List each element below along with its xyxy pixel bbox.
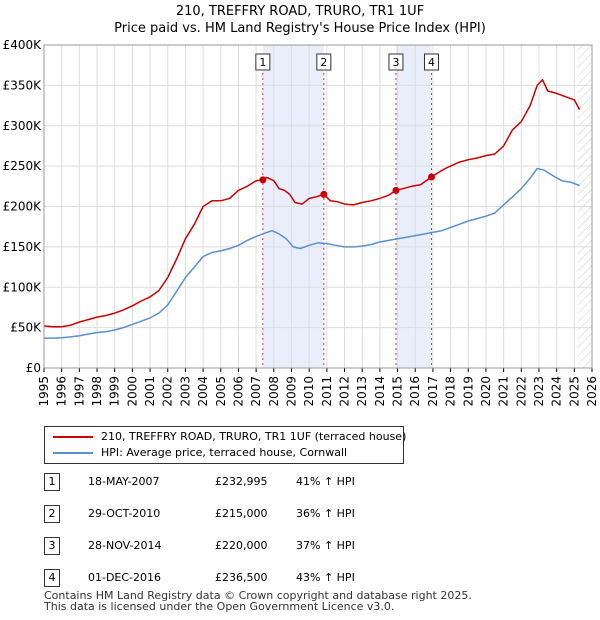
title-address: 210, TREFFRY ROAD, TRURO, TR1 1UF	[175, 4, 425, 19]
y-tick-label: £350K	[3, 78, 43, 92]
sale-price: £236,500	[215, 571, 268, 584]
sale-hpi-change: 37% ↑ HPI	[296, 539, 355, 552]
x-tick-label: 1997	[72, 376, 86, 407]
y-tick-label: £100K	[3, 280, 43, 294]
sale-marker-label: 4	[428, 56, 435, 69]
x-tick-label: 2003	[178, 376, 192, 407]
sale-price: £215,000	[215, 507, 268, 520]
legend-label-hpi: HPI: Average price, terraced house, Corn…	[101, 446, 348, 459]
footer-licence: This data is licensed under the Open Gov…	[44, 600, 395, 613]
price-chart: 1 2 3 4 £0 £50K £100K £150K £200K £250K £300K £350…	[3, 38, 599, 407]
sale-hpi-change: 43% ↑ HPI	[296, 571, 355, 584]
sale-row: 2 29-OCT-2010 £215,000 36% ↑ HPI	[40, 505, 460, 523]
sale-date: 29-OCT-2010	[88, 507, 161, 520]
y-tick-label: £50K	[10, 321, 42, 335]
legend-swatch-property	[53, 436, 93, 438]
x-tick-label: 2017	[426, 376, 440, 407]
x-tick-label: 2012	[338, 376, 352, 407]
plot-frame	[43, 44, 593, 369]
x-tick-label: 2020	[479, 376, 493, 407]
sale-date: 01-DEC-2016	[88, 571, 162, 584]
chart-title: 210, TREFFRY ROAD, TRURO, TR1 1UF Price …	[0, 3, 600, 37]
y-tick-label: £150K	[3, 240, 43, 254]
x-tick-label: 2021	[497, 376, 511, 407]
x-tick-label: 2005	[214, 376, 228, 407]
y-tick-label: £300K	[3, 119, 43, 133]
sale-marker-label: 1	[259, 56, 266, 69]
y-tick-label: £0	[26, 361, 41, 375]
x-tick-label: 1995	[37, 376, 51, 407]
title-subtitle: Price paid vs. HM Land Registry's House …	[114, 21, 486, 36]
x-tick-label: 2008	[267, 376, 281, 407]
x-tick-label: 2019	[461, 376, 475, 407]
legend-swatch-hpi	[53, 452, 93, 454]
sale-point	[392, 186, 400, 194]
x-tick-label: 1998	[90, 376, 104, 407]
sale-hpi-change: 41% ↑ HPI	[296, 475, 355, 488]
legend: 210, TREFFRY ROAD, TRURO, TR1 1UF (terra…	[44, 426, 407, 464]
sale-marker-box	[255, 53, 271, 71]
x-tick-label: 2016	[408, 376, 422, 407]
x-tick-label: 2013	[355, 376, 369, 407]
sale-row: 4 01-DEC-2016 £236,500 43% ↑ HPI	[40, 569, 460, 587]
sale-date: 28-NOV-2014	[88, 539, 162, 552]
legend-label-property: 210, TREFFRY ROAD, TRURO, TR1 1UF (terra…	[101, 430, 407, 443]
x-tick-label: 2018	[444, 376, 458, 407]
sale-price: £232,995	[215, 475, 268, 488]
x-tick-label: 2007	[249, 376, 263, 407]
x-tick-label: 2010	[302, 376, 316, 407]
sale-number-badge: 1	[44, 473, 60, 491]
y-tick-label: £250K	[3, 159, 43, 173]
x-tick-label: 2025	[567, 376, 581, 407]
sale-point	[427, 173, 435, 181]
x-tick-label: 1996	[55, 376, 69, 407]
x-tick-label: 2004	[196, 376, 210, 407]
x-tick-label: 2001	[143, 376, 157, 407]
x-tick-label: 2000	[125, 376, 139, 407]
x-tick-label: 2009	[284, 376, 298, 407]
footer-copyright: Contains HM Land Registry data © Crown c…	[44, 589, 472, 602]
property-price-line	[43, 78, 581, 328]
x-tick-label: 2002	[161, 376, 175, 407]
sale-marker-label: 3	[392, 56, 399, 69]
x-tick-label: 1999	[108, 376, 122, 407]
sale-price: £220,000	[215, 539, 268, 552]
sale-point	[259, 176, 267, 184]
sale-number-badge: 2	[44, 505, 60, 523]
sale-number-badge: 4	[44, 569, 60, 587]
x-tick-label: 2023	[532, 376, 546, 407]
sale-marker-box	[423, 53, 439, 71]
hpi-line	[44, 167, 580, 339]
x-tick-label: 2006	[231, 376, 245, 407]
sale-date: 18-MAY-2007	[88, 475, 160, 488]
sale-hpi-change: 36% ↑ HPI	[296, 507, 355, 520]
sale-row: 3 28-NOV-2014 £220,000 37% ↑ HPI	[40, 537, 460, 555]
sale-row: 1 18-MAY-2007 £232,995 41% ↑ HPI	[40, 473, 460, 491]
sale-marker-box	[388, 53, 404, 71]
x-tick-label: 2026	[585, 376, 599, 407]
x-tick-label: 2022	[514, 376, 528, 407]
sale-point	[320, 190, 328, 198]
x-tick-label: 2015	[391, 376, 405, 407]
footer: Contains HM Land Registry data © Crown c…	[44, 590, 472, 612]
x-tick-label: 2011	[320, 376, 334, 407]
sale-number-badge: 3	[44, 537, 60, 555]
y-tick-label: £200K	[3, 200, 43, 214]
sale-marker-box	[316, 53, 332, 71]
y-tick-label: £400K	[3, 38, 43, 52]
sale-marker-label: 2	[320, 56, 327, 69]
x-tick-label: 2024	[550, 376, 564, 407]
x-tick-label: 2014	[373, 376, 387, 407]
